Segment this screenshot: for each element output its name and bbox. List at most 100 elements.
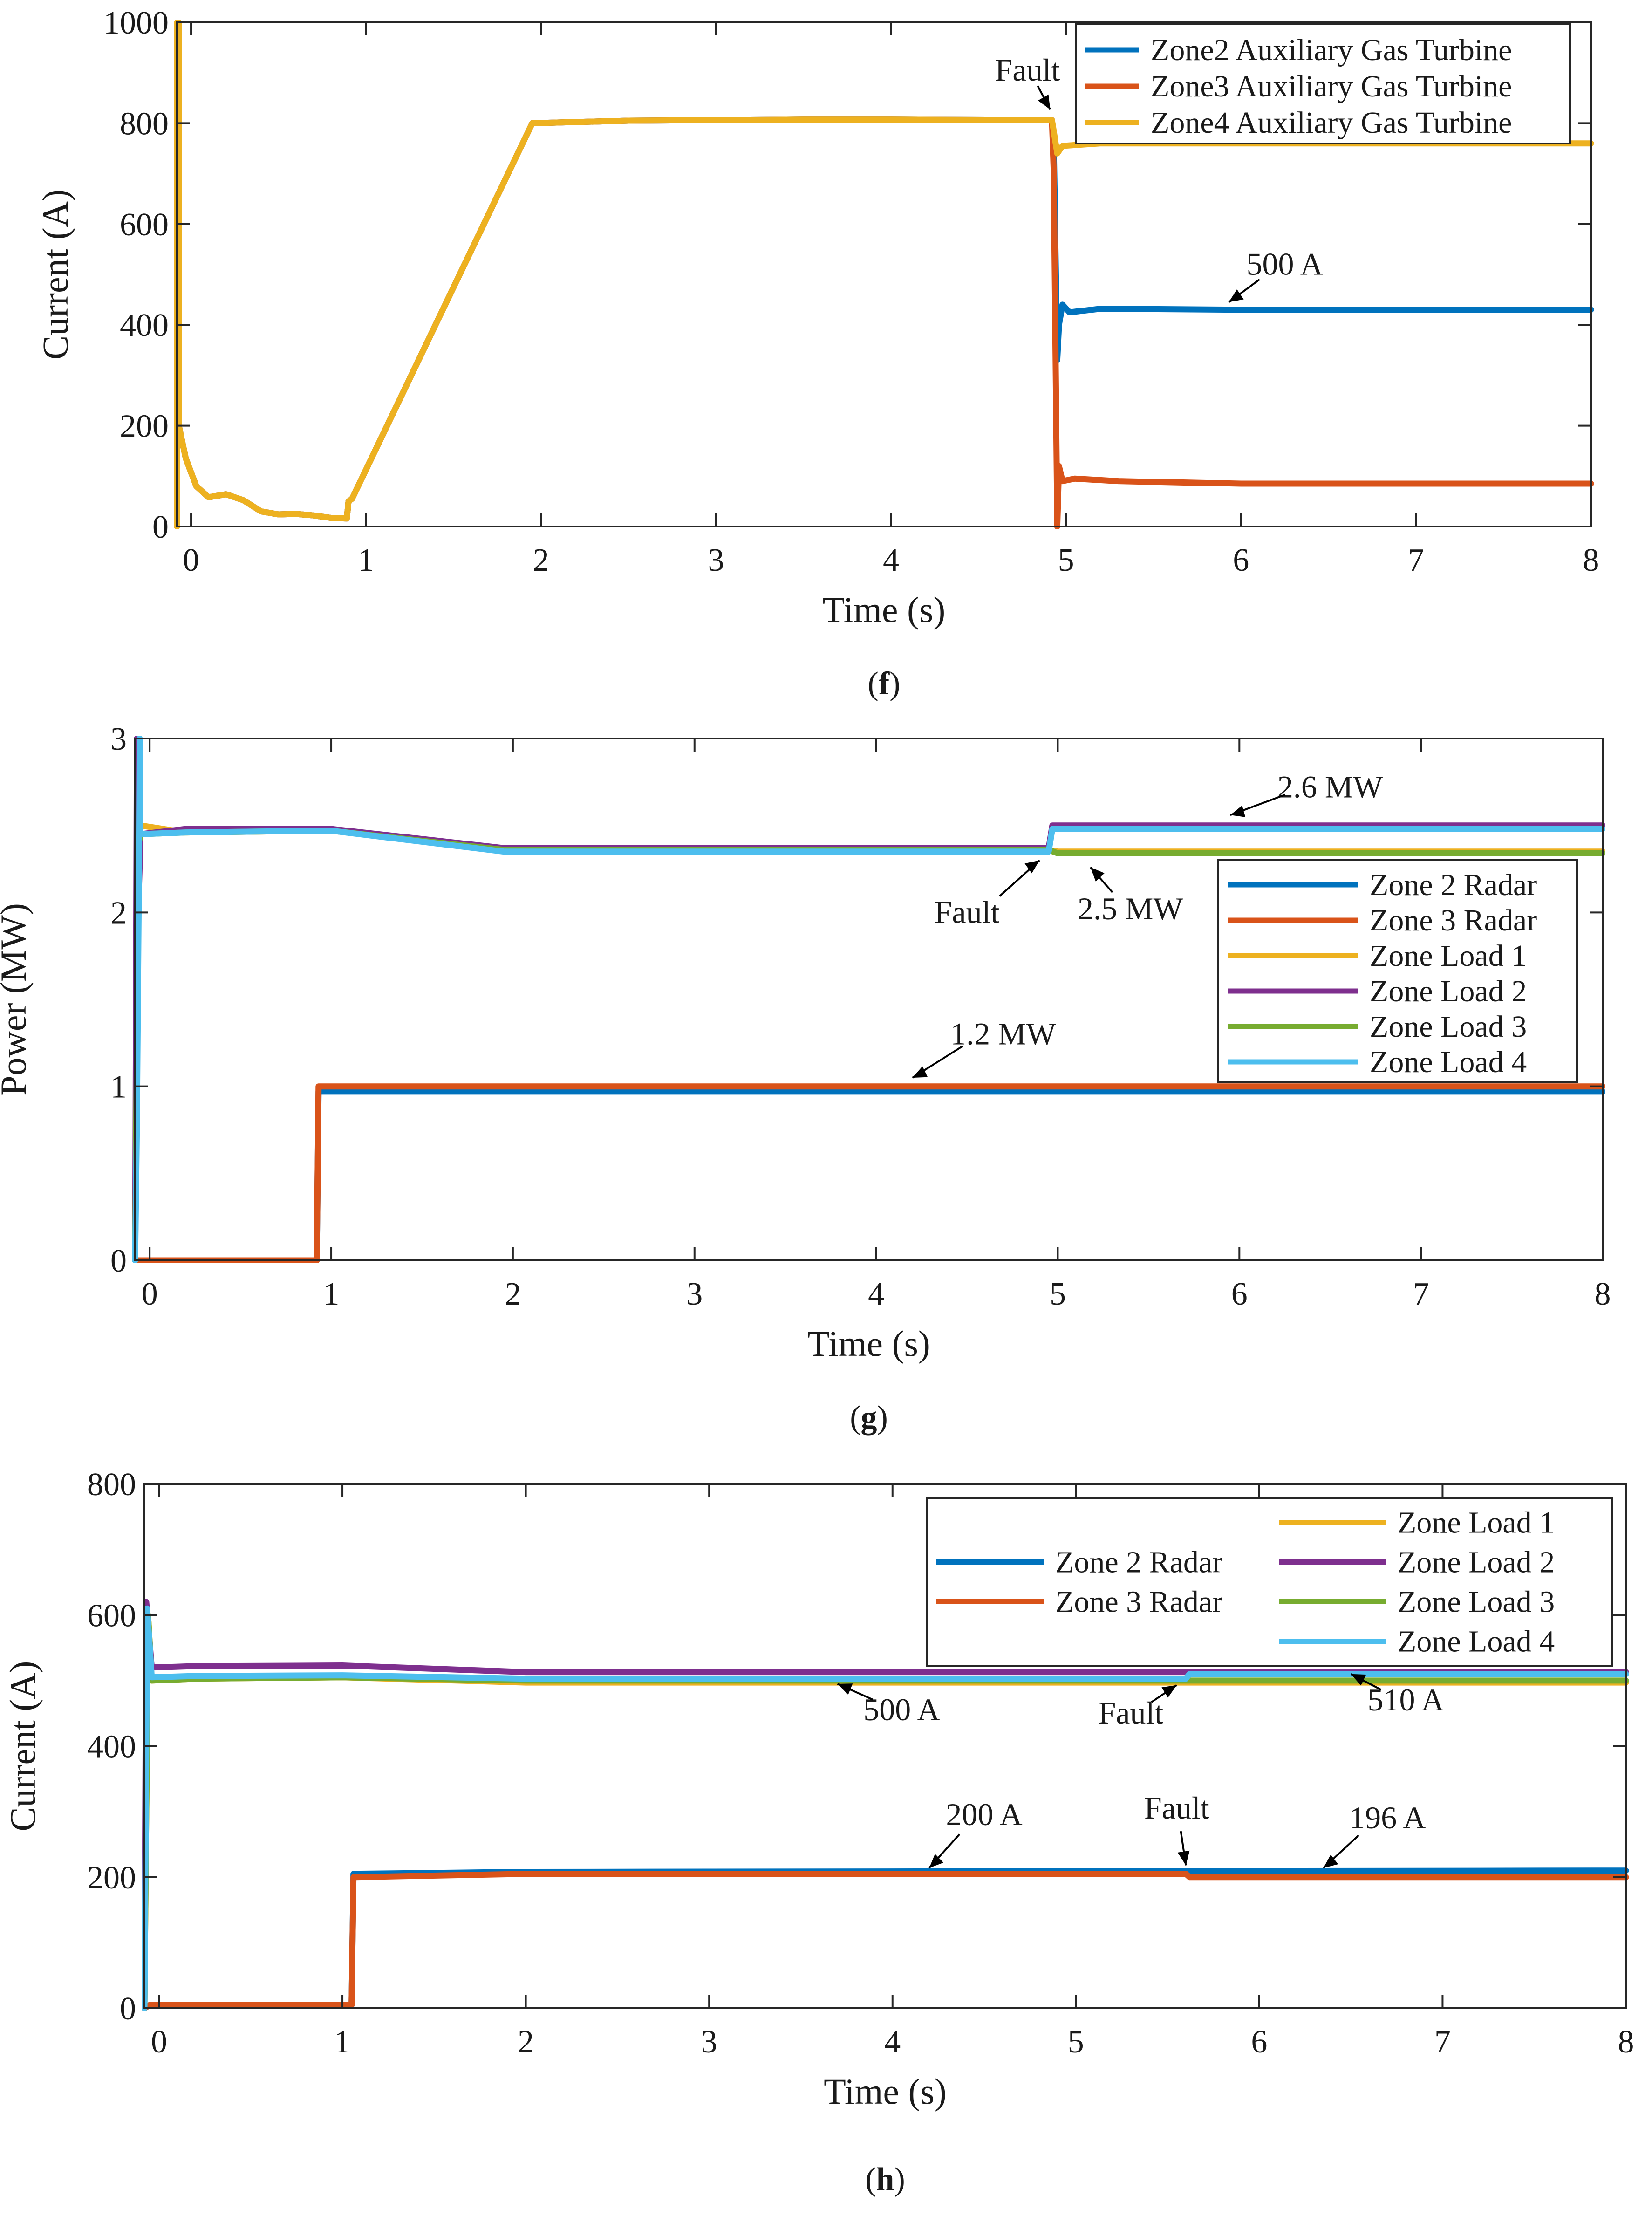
x-tick-label: 3 (701, 2024, 717, 2060)
y-tick-label: 800 (120, 106, 169, 142)
annotation-arrowhead (1323, 1854, 1338, 1868)
chart-panel-h: 0 1 2 3 4 5 6 7 8 0 200 400 600 800 Time (s) Current (A… (2, 1467, 1634, 2197)
x-axis-label: Time (s) (807, 1323, 930, 1364)
legend-label: Zone Load 2 (1398, 1546, 1555, 1580)
legend-label: Zone 3 Radar (1055, 1585, 1222, 1619)
y-tick-label: 200 (120, 409, 169, 445)
x-tick-label: 8 (1618, 2024, 1634, 2060)
y-tick-label: 2 (110, 895, 127, 931)
panel-caption: (f) (868, 666, 901, 702)
x-tick-label: 8 (1595, 1276, 1611, 1312)
x-tick-label: 2 (533, 542, 549, 578)
x-tick-label: 6 (1231, 1276, 1248, 1312)
y-axis-label: Current (A) (2, 1661, 43, 1831)
y-tick-label: 400 (87, 1729, 136, 1765)
series-line-6 (132, 736, 1605, 1263)
legend-label: Zone Load 1 (1398, 1506, 1555, 1540)
series-line-3 (174, 20, 1594, 529)
annotation-label: Fault (935, 894, 1000, 930)
y-tick-label: 0 (152, 509, 169, 545)
chart-panel-g: 0 1 2 3 4 5 6 7 8 0 1 2 3 Time (s) Power (MW) (g) 2.6 MW… (0, 721, 1611, 1436)
legend-label: Zone2 Auxiliary Gas Turbine (1151, 33, 1512, 67)
x-axis-label: Time (s) (824, 2071, 947, 2112)
annotation-arrowhead (837, 1683, 853, 1695)
x-tick-label: 7 (1413, 1276, 1429, 1312)
x-tick-label: 8 (1583, 542, 1599, 578)
annotation-arrowhead (929, 1854, 944, 1868)
legend-box (1217, 859, 1578, 1083)
legend-label: Zone 2 Radar (1370, 868, 1537, 902)
x-tick-label: 0 (183, 542, 199, 578)
x-tick-label: 0 (151, 2024, 167, 2060)
annotation-arrowhead (1161, 1685, 1177, 1698)
annotation-arrowhead (912, 1066, 928, 1078)
y-tick-label: 1 (110, 1069, 127, 1105)
x-tick-label: 1 (323, 1276, 340, 1312)
x-tick-label: 5 (1068, 2024, 1084, 2060)
x-tick-label: 4 (884, 2024, 901, 2060)
annotation-label: 500 A (1246, 246, 1323, 281)
y-tick-label: 1000 (103, 5, 169, 41)
x-tick-label: 6 (1251, 2024, 1267, 2060)
axes-box (134, 738, 1604, 1261)
y-tick-label: 800 (87, 1467, 136, 1503)
legend-label: Zone4 Auxiliary Gas Turbine (1151, 106, 1512, 140)
legend-label: Zone 2 Radar (1055, 1546, 1222, 1580)
x-tick-label: 4 (883, 542, 899, 578)
legend-box (926, 1497, 1613, 1667)
series-group (174, 20, 1594, 529)
legend-label: Zone Load 3 (1370, 1010, 1527, 1044)
annotation-label: 500 A (863, 1692, 940, 1727)
annotation-arrowhead (1229, 289, 1244, 302)
series-line-6 (142, 1605, 1629, 2011)
x-tick-label: 5 (1050, 1276, 1066, 1312)
annotation-label: 2.6 MW (1277, 769, 1383, 805)
series-line-4 (142, 1599, 1629, 2011)
legend-label: Zone 3 Radar (1370, 903, 1537, 937)
annotation-arrowhead (1024, 860, 1040, 874)
legend-box (1075, 23, 1571, 144)
x-tick-label: 7 (1434, 2024, 1451, 2060)
annotation-label: 2.5 MW (1078, 891, 1183, 926)
y-tick-label: 200 (87, 1860, 136, 1896)
annotation-label: 196 A (1349, 1800, 1426, 1835)
legend-label: Zone Load 2 (1370, 974, 1527, 1008)
y-tick-label: 3 (110, 721, 127, 757)
annotation-arrowhead (1230, 805, 1246, 817)
legend-label: Zone Load 4 (1370, 1045, 1527, 1079)
y-tick-label: 0 (120, 1991, 136, 2027)
annotation-label: 1.2 MW (950, 1016, 1056, 1052)
panel-caption: (h) (865, 2161, 905, 2197)
chart-panel-f: 0 1 2 3 4 5 6 7 8 0 200 400 600 800 1000 Time (s) Curren… (35, 5, 1599, 702)
axes-box (176, 21, 1592, 527)
annotation-label: 510 A (1368, 1682, 1444, 1717)
y-tick-label: 600 (120, 207, 169, 243)
x-tick-label: 3 (686, 1276, 703, 1312)
x-tick-label: 1 (334, 2024, 351, 2060)
panel-caption: (g) (850, 1400, 888, 1436)
x-axis-label: Time (s) (823, 589, 946, 630)
annotation-label: Fault (995, 52, 1060, 88)
annotation-arrowhead (1177, 1850, 1190, 1866)
legend-label: Zone Load 3 (1398, 1585, 1555, 1619)
legend-label: Zone Load 1 (1370, 939, 1527, 973)
annotation-arrowhead (1351, 1674, 1366, 1686)
annotation-label: 200 A (946, 1797, 1022, 1832)
annotation-arrowhead (1038, 94, 1051, 110)
x-tick-label: 7 (1408, 542, 1424, 578)
x-tick-label: 1 (358, 542, 374, 578)
y-tick-label: 0 (110, 1243, 127, 1279)
y-tick-label: 400 (120, 308, 169, 343)
legend-label: Zone Load 4 (1398, 1625, 1555, 1659)
x-tick-label: 3 (708, 542, 724, 578)
annotation-label: Fault (1144, 1790, 1209, 1826)
x-tick-label: 4 (868, 1276, 884, 1312)
annotation-arrowhead (1090, 867, 1105, 882)
series-group (132, 736, 1605, 1263)
series-line-2 (142, 1871, 1629, 2011)
y-axis-label: Power (MW) (0, 903, 34, 1096)
x-tick-label: 2 (505, 1276, 521, 1312)
y-axis-label: Current (A) (35, 189, 75, 360)
x-tick-label: 6 (1233, 542, 1249, 578)
